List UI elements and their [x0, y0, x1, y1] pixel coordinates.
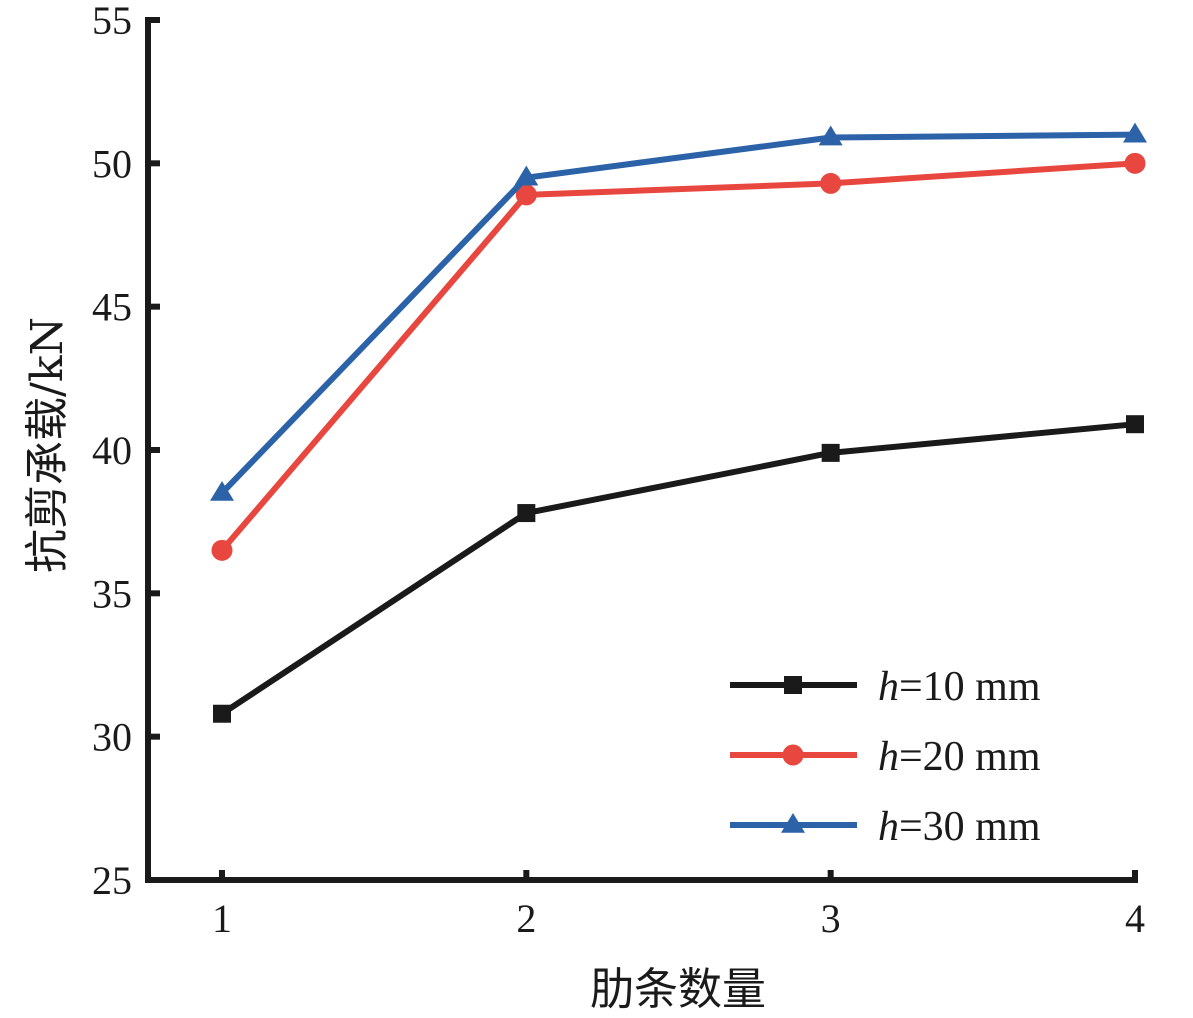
legend: h=10 mm h=20 mm h=30 mm [730, 664, 1041, 850]
legend-label: h=30 mm [878, 804, 1041, 850]
y-tick-label: 45 [92, 285, 132, 330]
data-point-square [821, 443, 840, 462]
data-point-circle [820, 172, 842, 194]
series-h-10-mm [213, 415, 1144, 723]
y-tick-label: 30 [92, 715, 132, 760]
axes: 25 30 35 40 45 50 55 1 2 3 4 [92, 0, 1145, 941]
x-axis-title: 肋条数量 [590, 964, 766, 1015]
x-tick-label: 1 [212, 896, 232, 941]
series-line [219, 160, 1136, 553]
y-tick-label: 40 [92, 428, 132, 473]
legend-item: h=10 mm [730, 664, 1041, 710]
data-point-triangle [1123, 122, 1147, 143]
data-point-circle [1124, 152, 1146, 174]
y-tick-label: 50 [92, 141, 132, 186]
legend-marker-square [784, 676, 802, 694]
data-point-square [1126, 415, 1144, 434]
series-h-30-mm [210, 122, 1147, 501]
data-point-circle [211, 539, 233, 561]
x-tick-label: 2 [516, 896, 536, 941]
x-ticks: 1 2 3 4 [212, 870, 1145, 941]
y-tick-label: 35 [92, 571, 132, 616]
legend-label: h=20 mm [878, 734, 1041, 780]
legend-marker-circle [782, 744, 804, 766]
data-point-triangle [514, 165, 539, 186]
legend-item: h=30 mm [730, 804, 1041, 850]
y-tick-label: 25 [92, 858, 132, 903]
data-point-circle [515, 184, 537, 206]
data-point-square [517, 504, 536, 523]
data-point-triangle [818, 125, 843, 146]
data-point-triangle [210, 481, 234, 501]
x-tick-label: 4 [1125, 896, 1145, 941]
series-layer [210, 122, 1147, 723]
y-ticks: 25 30 35 40 45 50 55 [92, 0, 160, 903]
x-tick-label: 3 [821, 896, 841, 941]
series-line [219, 131, 1136, 496]
series-h-20-mm [211, 152, 1146, 561]
series-line [220, 421, 1136, 717]
legend-item: h=20 mm [730, 734, 1041, 780]
y-tick-label: 55 [92, 0, 132, 43]
legend-label: h=10 mm [878, 664, 1041, 710]
y-axis-title: 抗剪承载/kN [22, 317, 73, 573]
legend-marker-triangle [781, 813, 805, 833]
data-point-square [213, 704, 231, 723]
